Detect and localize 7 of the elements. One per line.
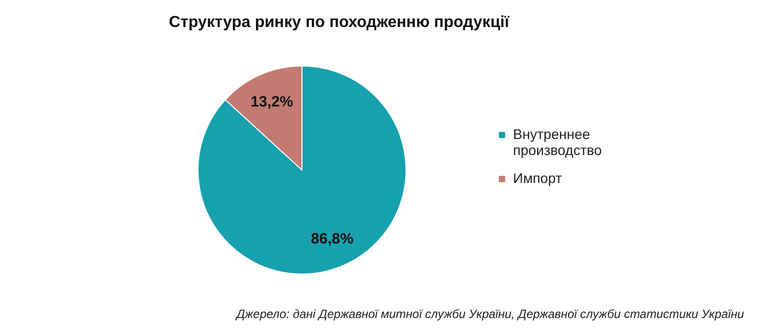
data-label: 13,2% — [250, 93, 294, 110]
data-label: 86,8% — [310, 230, 354, 248]
text: Джерело: дані Державної митної служби України, Державної служби статистики України — [234, 307, 744, 321]
pie-slice — [198, 66, 406, 274]
legend-label: Импорт — [513, 170, 563, 186]
legend-label: Внутреннее производство — [513, 126, 602, 158]
chart-title: Структура ринку по походженню продукції — [168, 14, 510, 31]
